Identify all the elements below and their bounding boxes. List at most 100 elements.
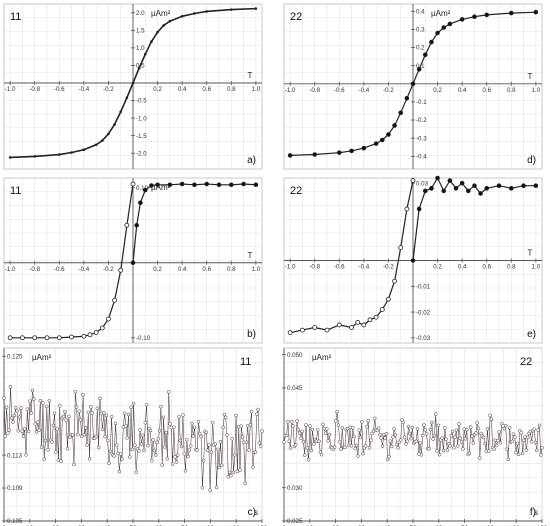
x-tick-label: 0.6 (202, 86, 211, 93)
data-point (137, 449, 141, 453)
x-tick-label: -0.4 (359, 264, 370, 271)
sample-label: 11 (240, 356, 251, 368)
data-point (367, 446, 372, 450)
data-point (483, 441, 487, 446)
data-point (254, 7, 258, 10)
data-point (195, 448, 199, 452)
data-point (450, 429, 455, 434)
data-point (19, 406, 23, 410)
data-point (157, 428, 162, 433)
x-tick-label: 0.8 (227, 86, 236, 93)
data-point (214, 485, 219, 490)
data-point (22, 427, 27, 431)
data-point (317, 439, 321, 444)
data-point (124, 222, 130, 228)
data-point (94, 434, 98, 439)
data-point (2, 396, 6, 400)
data-point (396, 446, 400, 450)
data-point (405, 439, 409, 443)
data-point (187, 448, 192, 452)
data-point (89, 405, 93, 409)
data-point (112, 297, 117, 303)
data-point (130, 447, 135, 452)
panel-letter: c) (248, 507, 256, 518)
data-point (20, 335, 25, 341)
data-point (174, 460, 179, 464)
data-point (536, 428, 540, 432)
data-point (293, 443, 298, 447)
data-point (124, 424, 128, 428)
data-point (38, 399, 43, 403)
y-tick-label: 0.050 (287, 352, 303, 359)
x-tick-label: 1.0 (532, 264, 541, 271)
data-point (422, 52, 428, 58)
data-point (287, 330, 293, 336)
x-tick-label: -1.0 (285, 87, 296, 94)
data-point (478, 191, 483, 196)
data-point (286, 419, 290, 424)
data-point (6, 431, 10, 435)
data-point (122, 411, 127, 416)
data-point (217, 465, 221, 470)
data-point (441, 448, 446, 453)
data-point (253, 450, 258, 454)
data-point (109, 414, 114, 419)
series-0 (7, 181, 136, 341)
data-point (72, 462, 76, 467)
x-tick-label: -1.0 (5, 86, 16, 93)
data-point (257, 441, 262, 445)
data-point (139, 442, 144, 446)
data-point (95, 406, 100, 411)
data-point (78, 418, 83, 422)
y-tick-label: -0.02 (416, 309, 431, 316)
sample-label: 22 (520, 356, 532, 368)
data-point (449, 433, 453, 438)
data-point (12, 413, 17, 418)
data-point (258, 444, 263, 448)
data-point (230, 437, 234, 441)
data-point (239, 424, 244, 428)
data-point (134, 470, 138, 475)
data-point (444, 437, 448, 441)
data-point (410, 81, 416, 87)
x-axis-unit-label: T (528, 72, 533, 81)
x-tick-label: 0.2 (433, 264, 442, 271)
data-point (383, 436, 387, 440)
x-tick-label: -0.4 (359, 87, 370, 94)
data-point (379, 436, 383, 440)
data-point (476, 426, 481, 431)
data-point (4, 405, 9, 410)
data-point (255, 412, 259, 416)
data-point (533, 183, 539, 189)
data-point (540, 445, 544, 450)
data-point (168, 19, 172, 23)
data-point (205, 10, 209, 13)
data-point (216, 182, 222, 188)
data-point (33, 422, 37, 426)
grid (4, 178, 262, 343)
data-point (391, 435, 395, 439)
data-point (429, 39, 434, 45)
data-point (481, 435, 486, 440)
data-point (65, 447, 70, 451)
data-point (153, 453, 158, 457)
data-point (205, 448, 210, 453)
data-point (220, 463, 224, 468)
data-point (367, 317, 373, 323)
data-point (143, 420, 148, 425)
data-point (7, 335, 13, 341)
y-tick-label: 0.3 (416, 27, 425, 34)
data-point (339, 447, 343, 451)
x-tick-label: 0.2 (153, 86, 162, 93)
data-point (54, 450, 58, 454)
data-point (461, 447, 465, 451)
data-point (138, 200, 143, 206)
data-point (208, 488, 212, 493)
data-point (87, 456, 92, 461)
data-point (87, 332, 93, 338)
data-point (188, 444, 193, 448)
data-point (144, 403, 149, 407)
data-point (392, 123, 397, 128)
data-point (455, 444, 460, 448)
data-point (70, 151, 73, 154)
